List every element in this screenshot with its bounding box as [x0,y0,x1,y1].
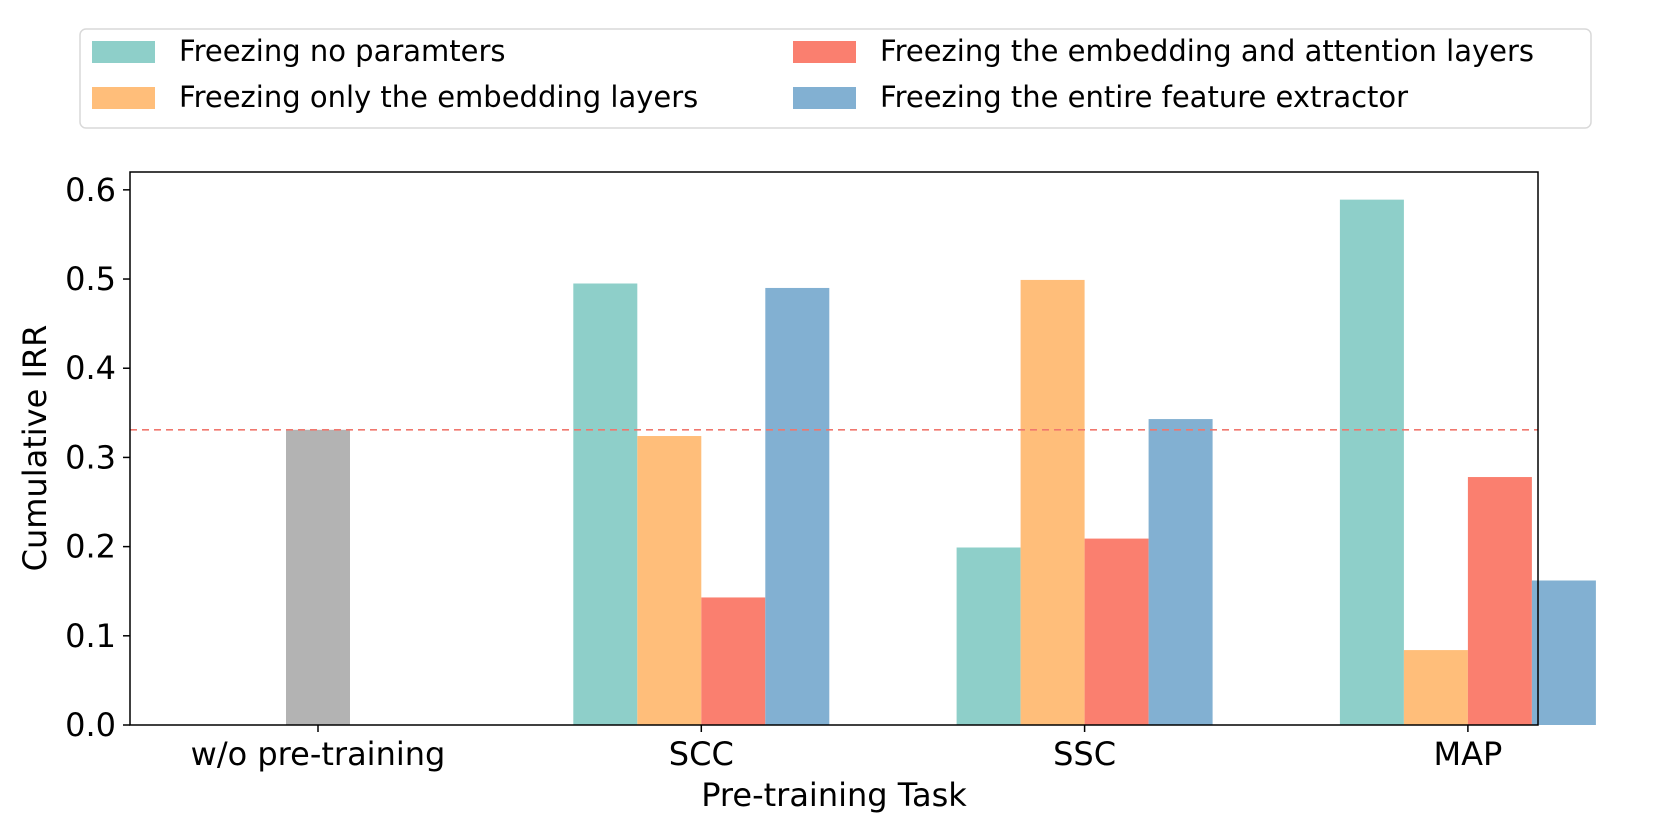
y-axis: 0.0 0.1 0.2 0.3 0.4 0.5 0.6 [65,171,130,744]
legend-swatch-1 [92,87,155,109]
bar-baseline-0 [286,429,350,725]
y-tick-label-6: 0.6 [65,171,116,209]
legend-label-1: Freezing only the embedding layers [179,80,698,114]
legend-label-2: Freezing the embedding and attention lay… [880,34,1534,68]
legend-swatch-2 [793,41,856,63]
bar-s1-c3 [1403,650,1468,725]
legend-label-0: Freezing no paramters [179,34,506,68]
bar-s3-c2 [1148,419,1213,725]
x-tick-label-3: MAP [1434,735,1503,773]
legend-box [79,28,1592,129]
bar-s3-c3 [1531,580,1596,725]
y-tick-label-4: 0.4 [65,349,116,387]
legend-swatch-0 [92,41,155,63]
x-axis: w/o pre-training SCC SSC MAP [191,725,1503,773]
bar-s1-c1 [637,436,702,725]
y-tick-label-5: 0.5 [65,260,116,298]
plot-frame [129,171,1539,726]
x-tick-label-1: SCC [669,735,734,773]
bar-s0-c2 [956,547,1021,725]
y-tick-label-1: 0.1 [65,617,116,655]
bar-s1-c2 [1020,279,1085,725]
y-axis-label: Cumulative IRR [16,325,54,572]
y-tick-label-2: 0.2 [65,528,116,566]
bar-s3-c1 [765,287,830,725]
y-tick-label-0: 0.0 [65,706,116,744]
bar-s2-c1 [701,597,766,725]
legend-swatch-3 [793,87,856,109]
x-tick-label-0: w/o pre-training [191,735,446,773]
legend-label-3: Freezing the entire feature extractor [880,80,1408,114]
y-tick-label-3: 0.3 [65,438,116,476]
x-tick-label-2: SSC [1053,735,1116,773]
bar-s0-c3 [1339,199,1404,725]
x-axis-label: Pre-training Task [701,776,967,814]
legend: Freezing no paramters Freezing only the e… [92,34,1534,114]
bar-s0-c1 [573,283,638,725]
bar-s2-c2 [1084,538,1149,725]
bar-s2-c3 [1467,477,1532,725]
bars-layer [130,199,1596,725]
